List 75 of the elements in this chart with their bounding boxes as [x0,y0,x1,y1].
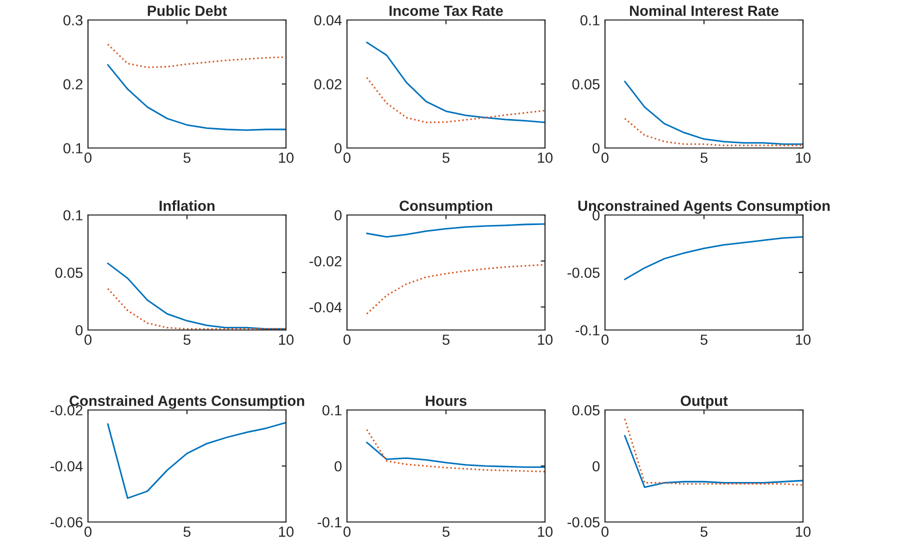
x-tick-label: 10 [279,334,294,345]
x-tick-label: 5 [184,152,190,163]
x-tick-label: 0 [344,526,350,537]
y-tick-label: 0.02 [314,79,342,90]
y-tick-label: 0.05 [572,405,600,416]
x-tick-label: 5 [184,526,190,537]
line-series [107,44,286,68]
y-tick-label: 0.3 [63,15,82,26]
y-tick-label: 0.1 [580,15,600,26]
line-series [107,262,286,330]
line-series [107,288,286,330]
x-tick-label: 5 [442,334,450,345]
chart-title: Output [680,396,728,409]
x-tick-label: 10 [538,526,553,537]
x-tick-label: 5 [442,152,450,163]
x-tick-label: 10 [538,334,553,345]
x-tick-label: 0 [602,334,608,345]
y-tick-label: 0.1 [63,143,82,154]
x-tick-label: 5 [184,334,190,345]
y-tick-label: 0 [592,143,600,154]
y-tick-label: 0 [76,325,83,336]
line-series [624,418,803,486]
line-series [107,64,286,131]
y-tick-label: 0.1 [322,405,342,416]
x-tick-label: 0 [84,152,92,163]
y-tick-label: 0.05 [572,79,600,90]
y-tick-label: 0.1 [63,210,82,220]
x-tick-label: 0 [84,526,92,537]
line-series [624,80,803,145]
chart-title: Inflation [160,200,214,211]
x-tick-label: 10 [796,152,811,163]
chart-title: Public Debt [148,5,227,16]
y-tick-label: -0.04 [50,461,83,472]
line-series [366,264,545,315]
y-tick-label: -0.04 [310,302,342,312]
chart-title: Hours [426,396,466,406]
line-series [624,118,803,146]
line-series [366,223,545,238]
line-series [624,236,803,280]
x-tick-label: 5 [442,526,450,537]
x-tick-label: 10 [538,152,553,163]
y-tick-label: -0.06 [50,517,82,528]
line-series [366,428,545,472]
line-series [624,434,803,488]
x-tick-label: 0 [344,334,350,345]
y-tick-label: -0.02 [310,256,342,266]
x-tick-label: 0 [344,152,350,163]
y-tick-label: 0 [592,461,600,472]
chart-title: Consumption [400,200,492,214]
x-tick-label: 10 [796,526,811,537]
y-tick-label: 0 [334,210,342,220]
y-tick-label: -0.1 [576,325,600,336]
y-tick-label: -0.1 [318,517,342,528]
y-tick-label: -0.05 [568,268,600,278]
chart-title: Nominal Interest Rate [630,5,778,16]
line-series [107,422,286,499]
x-tick-label: 5 [700,526,708,537]
line-series [366,76,545,124]
line-series [366,442,545,468]
chart-title: Income Tax Rate [390,6,503,16]
line-series [366,42,545,124]
y-tick-label: 0 [334,143,342,154]
x-tick-label: 0 [602,152,608,163]
x-tick-label: 10 [796,334,811,345]
x-tick-label: 10 [279,526,294,537]
y-tick-label: -0.05 [568,517,600,528]
x-tick-label: 5 [700,152,708,163]
x-tick-label: 0 [84,334,92,345]
y-tick-label: 0.2 [63,79,82,90]
x-tick-label: 0 [602,526,608,537]
y-tick-label: 0.04 [314,15,342,26]
y-tick-label: 0 [334,461,342,472]
x-tick-label: 10 [279,152,294,163]
y-tick-label: 0.05 [55,268,83,278]
x-tick-label: 5 [700,334,708,345]
